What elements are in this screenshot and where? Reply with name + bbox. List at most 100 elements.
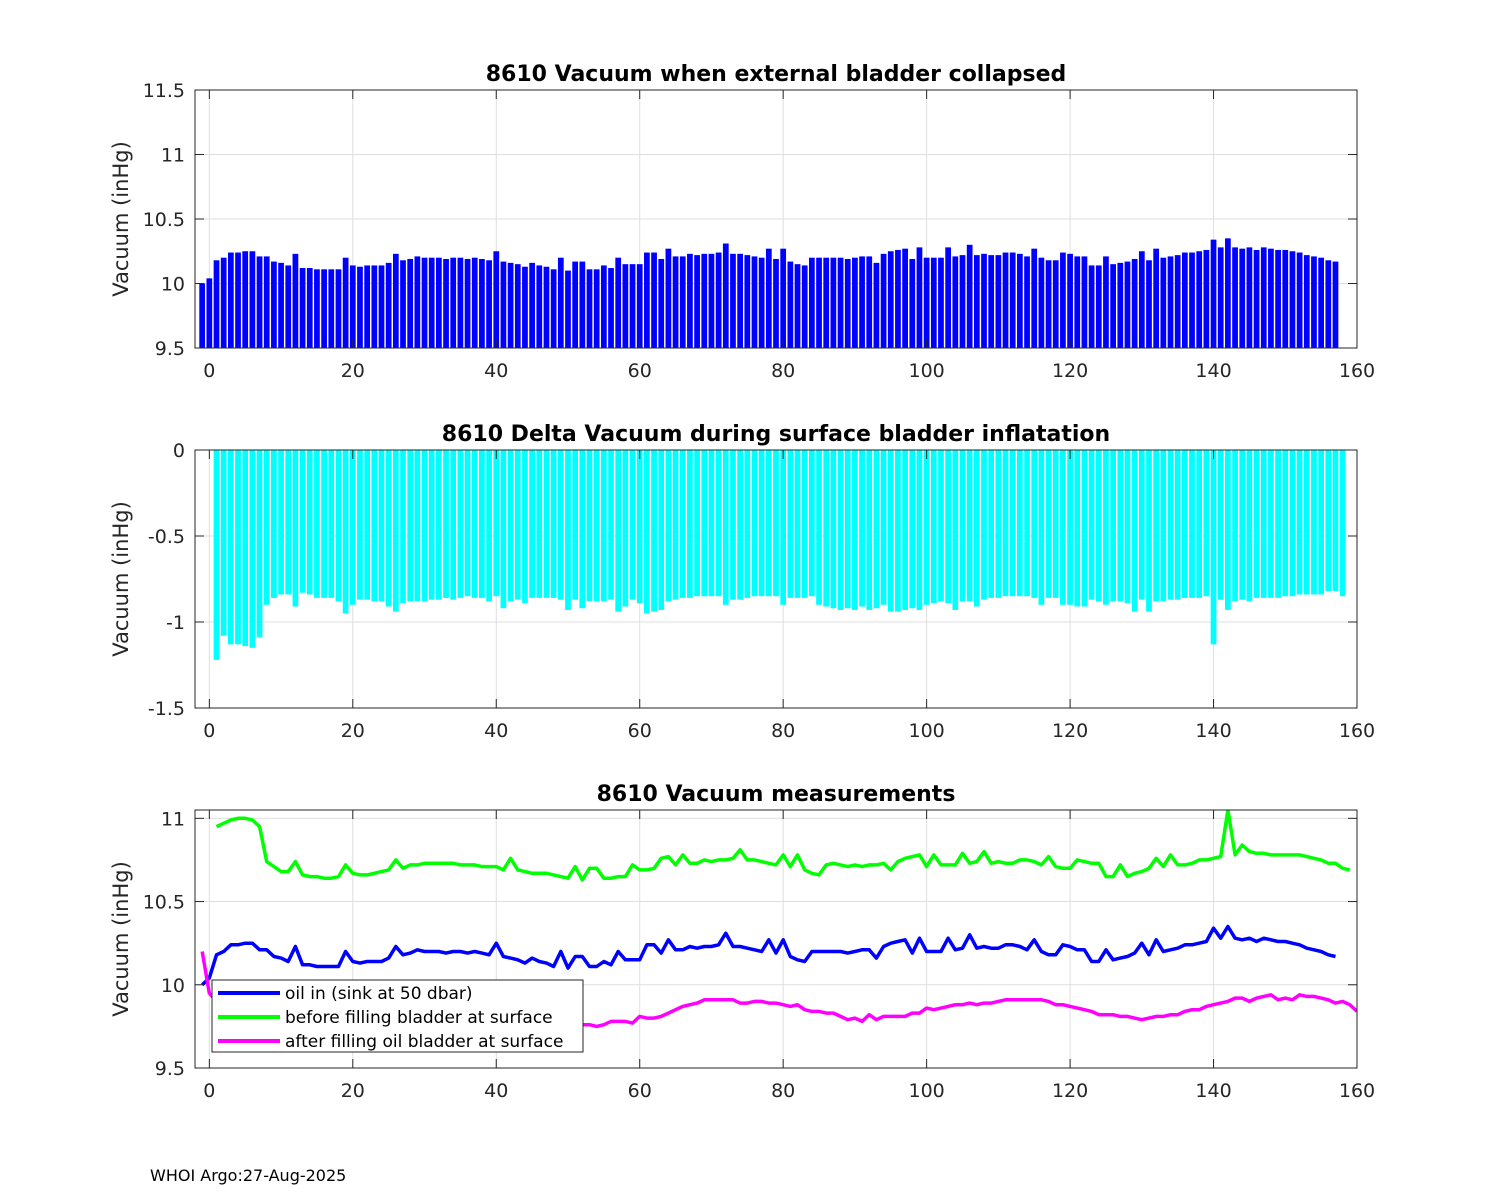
bar — [306, 450, 313, 595]
bar — [801, 450, 808, 598]
bar — [830, 450, 837, 609]
bar — [249, 251, 256, 348]
x-tick-label: 100 — [908, 720, 944, 742]
bar — [1103, 256, 1109, 348]
x-tick-label: 20 — [341, 720, 365, 742]
bar — [622, 450, 629, 607]
chart-title: 8610 Vacuum measurements — [597, 782, 956, 807]
bar — [730, 253, 736, 348]
bar — [773, 450, 779, 597]
bar — [1203, 450, 1210, 597]
bar — [263, 256, 270, 348]
bar — [816, 257, 822, 348]
bar — [292, 253, 299, 348]
bar — [1045, 450, 1052, 598]
bar — [342, 257, 349, 348]
bar — [930, 450, 937, 604]
bar — [1009, 450, 1016, 597]
bar — [973, 450, 980, 607]
bar — [916, 247, 923, 348]
bar — [615, 257, 622, 348]
bar — [672, 450, 679, 600]
bar — [1074, 450, 1081, 607]
bar — [758, 257, 765, 348]
bar — [1117, 450, 1124, 602]
bar — [579, 450, 586, 609]
bar — [586, 450, 593, 602]
bar — [436, 257, 442, 348]
bar — [1009, 252, 1016, 348]
y-tick-label: 10 — [161, 274, 185, 296]
bar — [672, 256, 679, 348]
bar — [1060, 252, 1066, 348]
bar — [622, 264, 629, 348]
bar — [938, 450, 944, 602]
bar — [844, 258, 851, 348]
bar — [1088, 265, 1095, 348]
bar — [1138, 450, 1145, 600]
bar — [1024, 256, 1030, 348]
bar — [708, 253, 715, 348]
bar — [199, 283, 206, 348]
y-tick-label: 10.5 — [143, 892, 185, 914]
x-tick-label: 80 — [771, 1080, 795, 1102]
bar — [1067, 253, 1073, 348]
bar — [292, 450, 299, 607]
bar — [536, 265, 543, 348]
bar — [651, 450, 657, 612]
x-tick-label: 120 — [1052, 1080, 1088, 1102]
bar — [443, 450, 449, 598]
bar — [371, 450, 378, 602]
x-tick-label: 160 — [1339, 720, 1375, 742]
bar — [213, 260, 220, 348]
bar — [830, 257, 837, 348]
bar — [565, 450, 571, 610]
bar — [859, 256, 865, 348]
chart-panel-3: 0 20 40 60 80 100 120 140 160 9.5 10 10.5 11 8610 Vac… — [109, 782, 1375, 1102]
bar — [1095, 265, 1102, 348]
y-tick-label: 9.5 — [155, 338, 185, 360]
bar — [314, 450, 320, 598]
bar — [371, 265, 378, 348]
bar — [486, 450, 492, 602]
bar — [1289, 251, 1296, 348]
bar — [988, 450, 995, 598]
bar — [658, 450, 665, 610]
bar — [1103, 450, 1109, 605]
x-tick-label: 60 — [628, 720, 652, 742]
bar — [636, 450, 643, 604]
legend-entry: after filling oil bladder at surface — [285, 1032, 563, 1052]
bar — [895, 249, 901, 348]
bar — [981, 450, 987, 600]
bar — [522, 266, 528, 348]
bar — [629, 264, 636, 348]
x-tick-label: 160 — [1339, 360, 1375, 382]
x-tick-label: 160 — [1339, 1080, 1375, 1102]
bar — [421, 257, 428, 348]
bar — [687, 253, 693, 348]
bar — [529, 450, 535, 598]
bar — [780, 450, 787, 605]
bar — [235, 450, 241, 645]
y-tick-label: -1.5 — [148, 698, 185, 720]
bar — [715, 450, 722, 597]
bar — [1311, 450, 1317, 595]
y-tick-label: 11 — [161, 145, 185, 167]
bar — [708, 450, 715, 597]
x-tick-label: 20 — [341, 1080, 365, 1102]
bar — [909, 450, 916, 609]
bar — [787, 450, 794, 598]
bar — [1296, 450, 1303, 595]
bar — [392, 450, 399, 612]
bar — [486, 260, 492, 348]
bar — [701, 253, 708, 348]
bar — [479, 450, 485, 598]
bar — [572, 450, 579, 600]
bar — [1196, 450, 1203, 598]
bar — [378, 450, 385, 602]
bar — [227, 252, 234, 348]
bar — [299, 450, 306, 593]
bar — [256, 450, 263, 638]
bar — [1253, 450, 1260, 598]
